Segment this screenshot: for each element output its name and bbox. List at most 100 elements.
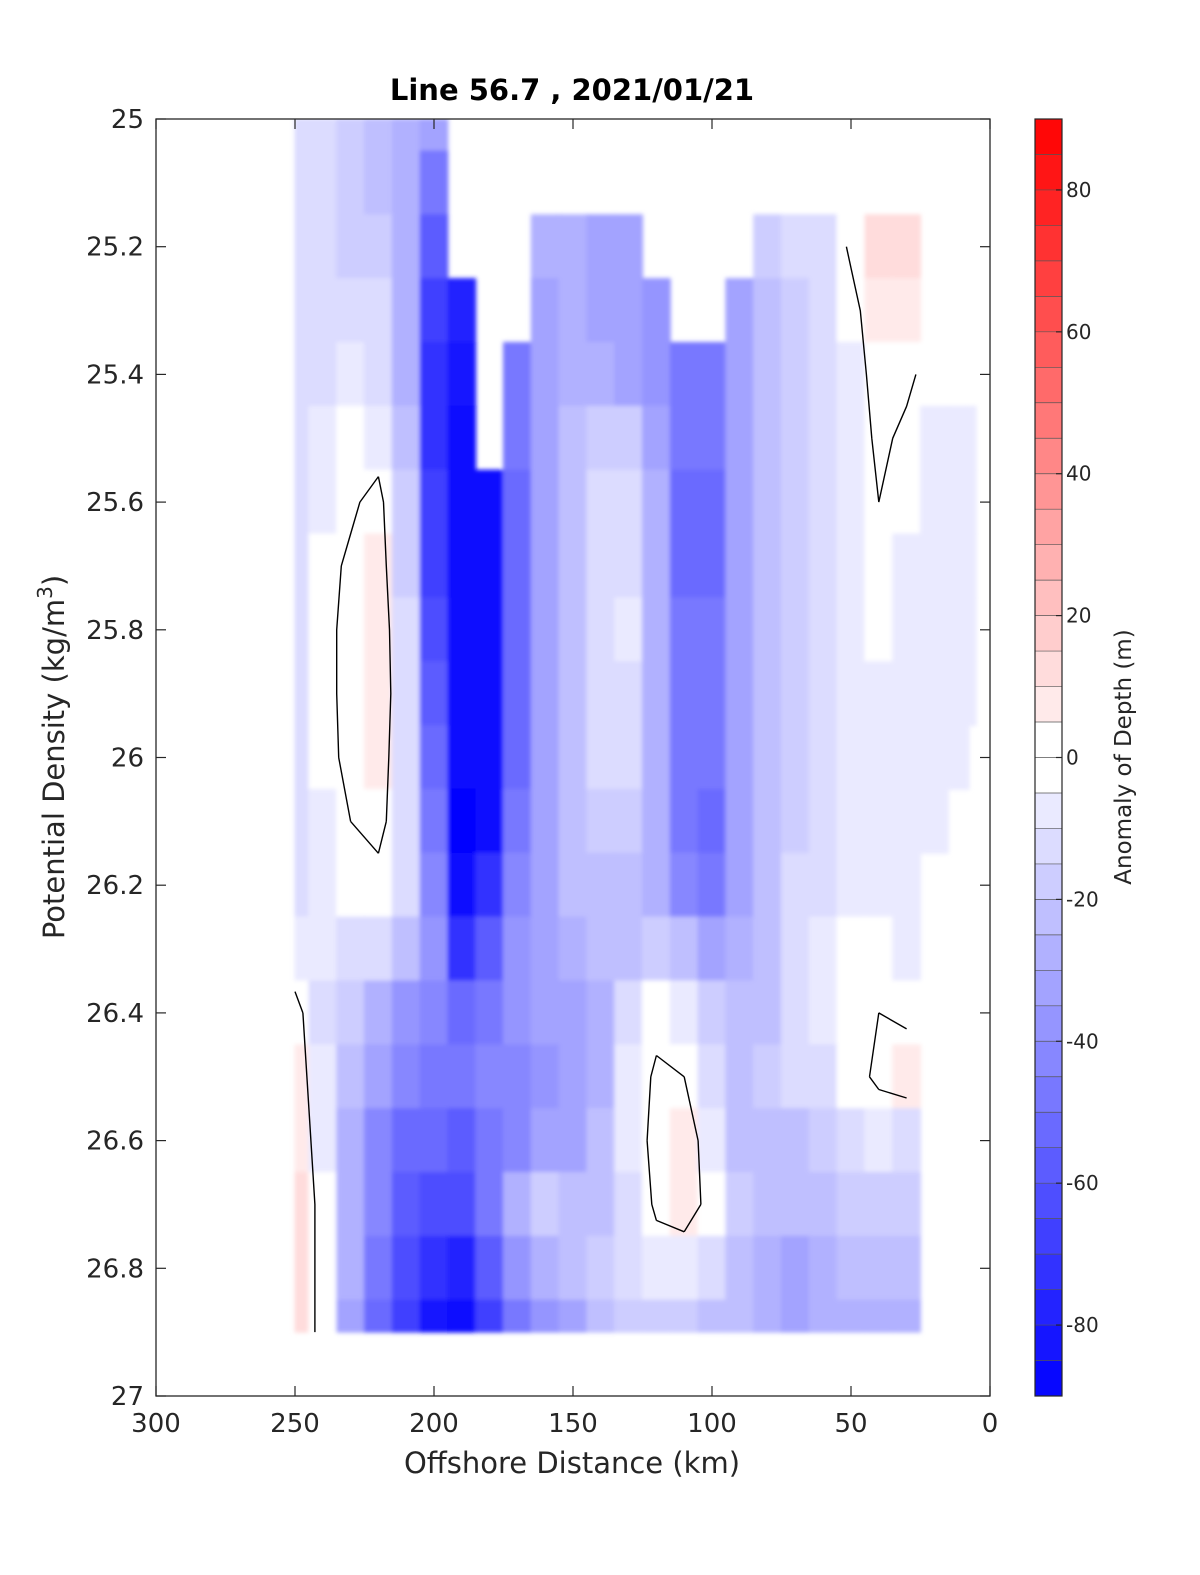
field-cell bbox=[503, 661, 532, 727]
field-cell bbox=[836, 661, 866, 727]
field-cell bbox=[808, 597, 838, 663]
field-cell bbox=[781, 916, 810, 982]
field-cell bbox=[669, 1172, 699, 1237]
y-tick-label: 25.8 bbox=[86, 616, 144, 646]
field-cell bbox=[725, 980, 755, 1046]
field-cell bbox=[753, 341, 782, 407]
x-tick-label: 50 bbox=[834, 1409, 867, 1439]
field-cell bbox=[308, 533, 338, 599]
colorbar-band bbox=[1035, 1254, 1062, 1291]
field-cell bbox=[475, 469, 504, 535]
field-cell bbox=[447, 469, 477, 535]
field-cell bbox=[503, 916, 532, 982]
field-cell bbox=[753, 533, 782, 599]
field-cell bbox=[614, 341, 643, 407]
y-tick-label: 26.2 bbox=[86, 871, 144, 901]
field-cell bbox=[447, 725, 477, 790]
field-cell bbox=[391, 1235, 421, 1301]
field-cell bbox=[530, 278, 560, 343]
field-cell bbox=[669, 1108, 699, 1174]
field-cell bbox=[503, 533, 532, 599]
field-cell bbox=[753, 1108, 782, 1174]
field-cell bbox=[808, 1172, 838, 1237]
field-cell bbox=[669, 1235, 699, 1301]
field-cell bbox=[753, 597, 782, 663]
field-cell bbox=[530, 533, 560, 599]
field-cell bbox=[475, 1172, 504, 1237]
field-cell bbox=[968, 533, 977, 599]
field-cell bbox=[697, 1299, 727, 1333]
field-cell bbox=[558, 852, 588, 918]
field-cell bbox=[781, 278, 810, 343]
field-cell bbox=[725, 725, 755, 790]
field-cell bbox=[419, 278, 449, 343]
field-cell bbox=[586, 1172, 616, 1237]
field-cell bbox=[530, 980, 560, 1046]
field-cell bbox=[920, 533, 949, 599]
field-cell bbox=[781, 980, 810, 1046]
field-cell bbox=[669, 788, 699, 854]
field-cell bbox=[475, 725, 504, 790]
field-cell bbox=[447, 533, 477, 599]
field-cell bbox=[419, 405, 449, 471]
field-cell bbox=[308, 980, 338, 1046]
field-cell bbox=[364, 533, 393, 599]
field-cell bbox=[364, 852, 393, 918]
field-cell bbox=[558, 597, 588, 663]
colorbar-band bbox=[1035, 970, 1062, 1007]
field-cell bbox=[336, 597, 365, 663]
field-cell bbox=[753, 788, 782, 854]
field-cell bbox=[920, 405, 949, 471]
field-cell bbox=[558, 1172, 588, 1237]
field-cell bbox=[753, 725, 782, 790]
colorbar-band bbox=[1035, 1112, 1062, 1149]
field-cell bbox=[836, 533, 866, 599]
field-cell bbox=[753, 1172, 782, 1237]
field-cell bbox=[753, 1235, 782, 1301]
field-cell bbox=[864, 1108, 894, 1174]
field-cell bbox=[781, 725, 810, 790]
field-cell bbox=[781, 597, 810, 663]
field-cell bbox=[642, 1172, 671, 1237]
field-cell bbox=[781, 533, 810, 599]
field-cell bbox=[503, 469, 532, 535]
field-cell bbox=[336, 1044, 365, 1110]
field-cell bbox=[614, 597, 643, 663]
field-cell bbox=[808, 852, 838, 918]
colorbar-band bbox=[1035, 154, 1062, 191]
field-cell bbox=[697, 405, 727, 471]
field-cell bbox=[586, 661, 616, 727]
field-cell bbox=[725, 469, 755, 535]
field-cell bbox=[530, 852, 560, 918]
field-cell bbox=[447, 788, 477, 854]
field-cell bbox=[614, 661, 643, 727]
field-cell bbox=[294, 788, 310, 854]
field-cell bbox=[753, 278, 782, 343]
colorbar-band bbox=[1035, 119, 1062, 155]
field-cell bbox=[968, 661, 977, 727]
field-cell bbox=[391, 725, 421, 790]
colorbar-band bbox=[1035, 686, 1062, 723]
field-cell bbox=[697, 1172, 727, 1237]
field-cell bbox=[642, 597, 671, 663]
field-cell bbox=[642, 1299, 671, 1333]
colorbar-band bbox=[1035, 260, 1062, 297]
field-cell bbox=[364, 1044, 393, 1110]
field-cell bbox=[808, 214, 838, 280]
field-cell bbox=[892, 916, 921, 982]
field-cell bbox=[892, 469, 921, 535]
field-cell bbox=[614, 1172, 643, 1237]
field-cell bbox=[364, 119, 393, 152]
colorbar-band bbox=[1035, 1218, 1062, 1255]
field-cell bbox=[614, 278, 643, 343]
field-cell bbox=[642, 980, 671, 1046]
colorbar-band bbox=[1035, 863, 1062, 900]
field-cell bbox=[364, 1108, 393, 1174]
field-cell bbox=[753, 405, 782, 471]
field-cell bbox=[920, 597, 949, 663]
field-cell bbox=[336, 1108, 365, 1174]
field-cell bbox=[336, 1299, 365, 1333]
y-tick-label: 25 bbox=[111, 105, 144, 135]
field-cell bbox=[558, 980, 588, 1046]
